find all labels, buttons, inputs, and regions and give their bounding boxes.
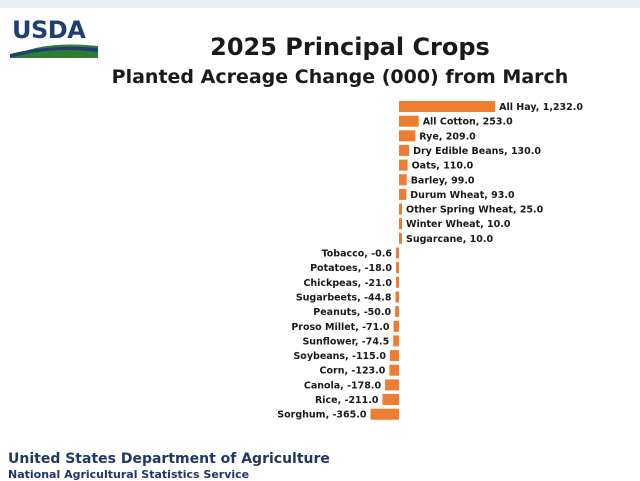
bar-label-oats: Oats, 110.0 <box>412 161 474 172</box>
bar-label-rice: Rice, -211.0 <box>315 395 379 406</box>
bar-rye <box>399 130 416 142</box>
bar-sugarcane <box>399 232 402 244</box>
bar-proso-millet <box>393 320 399 332</box>
bar-barley <box>399 174 407 186</box>
bar-label-rye: Rye, 209.0 <box>419 131 476 142</box>
bar-label-potatoes: Potatoes, -18.0 <box>310 263 392 274</box>
chart-subtitle: Planted Acreage Change (000) from March <box>111 66 569 88</box>
bar-label-sunflower: Sunflower, -74.5 <box>302 336 389 347</box>
bar-tobacco <box>396 247 399 259</box>
top-band <box>0 0 640 8</box>
bar-label-proso-millet: Proso Millet, -71.0 <box>291 322 390 333</box>
bar-all-hay <box>399 101 496 112</box>
bar-label-corn: Corn, -123.0 <box>320 366 386 377</box>
bar-dry-edible-beans <box>399 144 410 156</box>
bar-label-canola: Canola, -178.0 <box>304 380 382 391</box>
chart-title: 2025 Principal Crops <box>210 33 490 61</box>
bar-sugarbeets <box>395 291 399 303</box>
usda-logo: USDA <box>10 16 98 58</box>
bar-label-soybeans: Soybeans, -115.0 <box>293 351 386 362</box>
bar-sorghum <box>370 408 399 420</box>
usda-logo-hill-icon <box>10 42 98 58</box>
bar-other-spring-wheat <box>399 203 402 215</box>
bar-peanuts <box>395 306 399 318</box>
bar-label-sorghum: Sorghum, -365.0 <box>277 410 367 421</box>
bar-label-other-spring-wheat: Other Spring Wheat, 25.0 <box>406 205 544 216</box>
bar-label-sugarcane: Sugarcane, 10.0 <box>406 234 493 245</box>
bar-durum-wheat <box>399 188 407 200</box>
bar-soybeans <box>390 350 399 362</box>
bar-chickpeas <box>396 276 399 288</box>
bar-label-peanuts: Peanuts, -50.0 <box>313 307 391 318</box>
bar-label-tobacco: Tobacco, -0.6 <box>322 249 393 260</box>
footer-department: United States Department of Agriculture <box>8 451 330 467</box>
bar-all-cotton <box>399 115 419 127</box>
bar-winter-wheat <box>399 218 402 230</box>
bar-rice <box>382 394 399 405</box>
bar-label-all-hay: All Hay, 1,232.0 <box>499 102 583 113</box>
bar-label-dry-edible-beans: Dry Edible Beans, 130.0 <box>413 146 541 157</box>
bar-corn <box>389 364 399 376</box>
usda-logo-text: USDA <box>12 16 86 44</box>
bar-sunflower <box>393 335 399 347</box>
bar-label-sugarbeets: Sugarbeets, -44.8 <box>296 293 392 304</box>
bar-label-winter-wheat: Winter Wheat, 10.0 <box>406 219 511 230</box>
bar-label-barley: Barley, 99.0 <box>411 175 475 186</box>
footer-service: National Agricultural Statistics Service <box>8 468 250 481</box>
bar-canola <box>385 379 399 391</box>
bar-oats <box>399 159 408 171</box>
bar-label-chickpeas: Chickpeas, -21.0 <box>303 278 392 289</box>
bar-label-durum-wheat: Durum Wheat, 93.0 <box>410 190 515 201</box>
bar-label-all-cotton: All Cotton, 253.0 <box>423 117 513 128</box>
bar-potatoes <box>396 262 399 274</box>
